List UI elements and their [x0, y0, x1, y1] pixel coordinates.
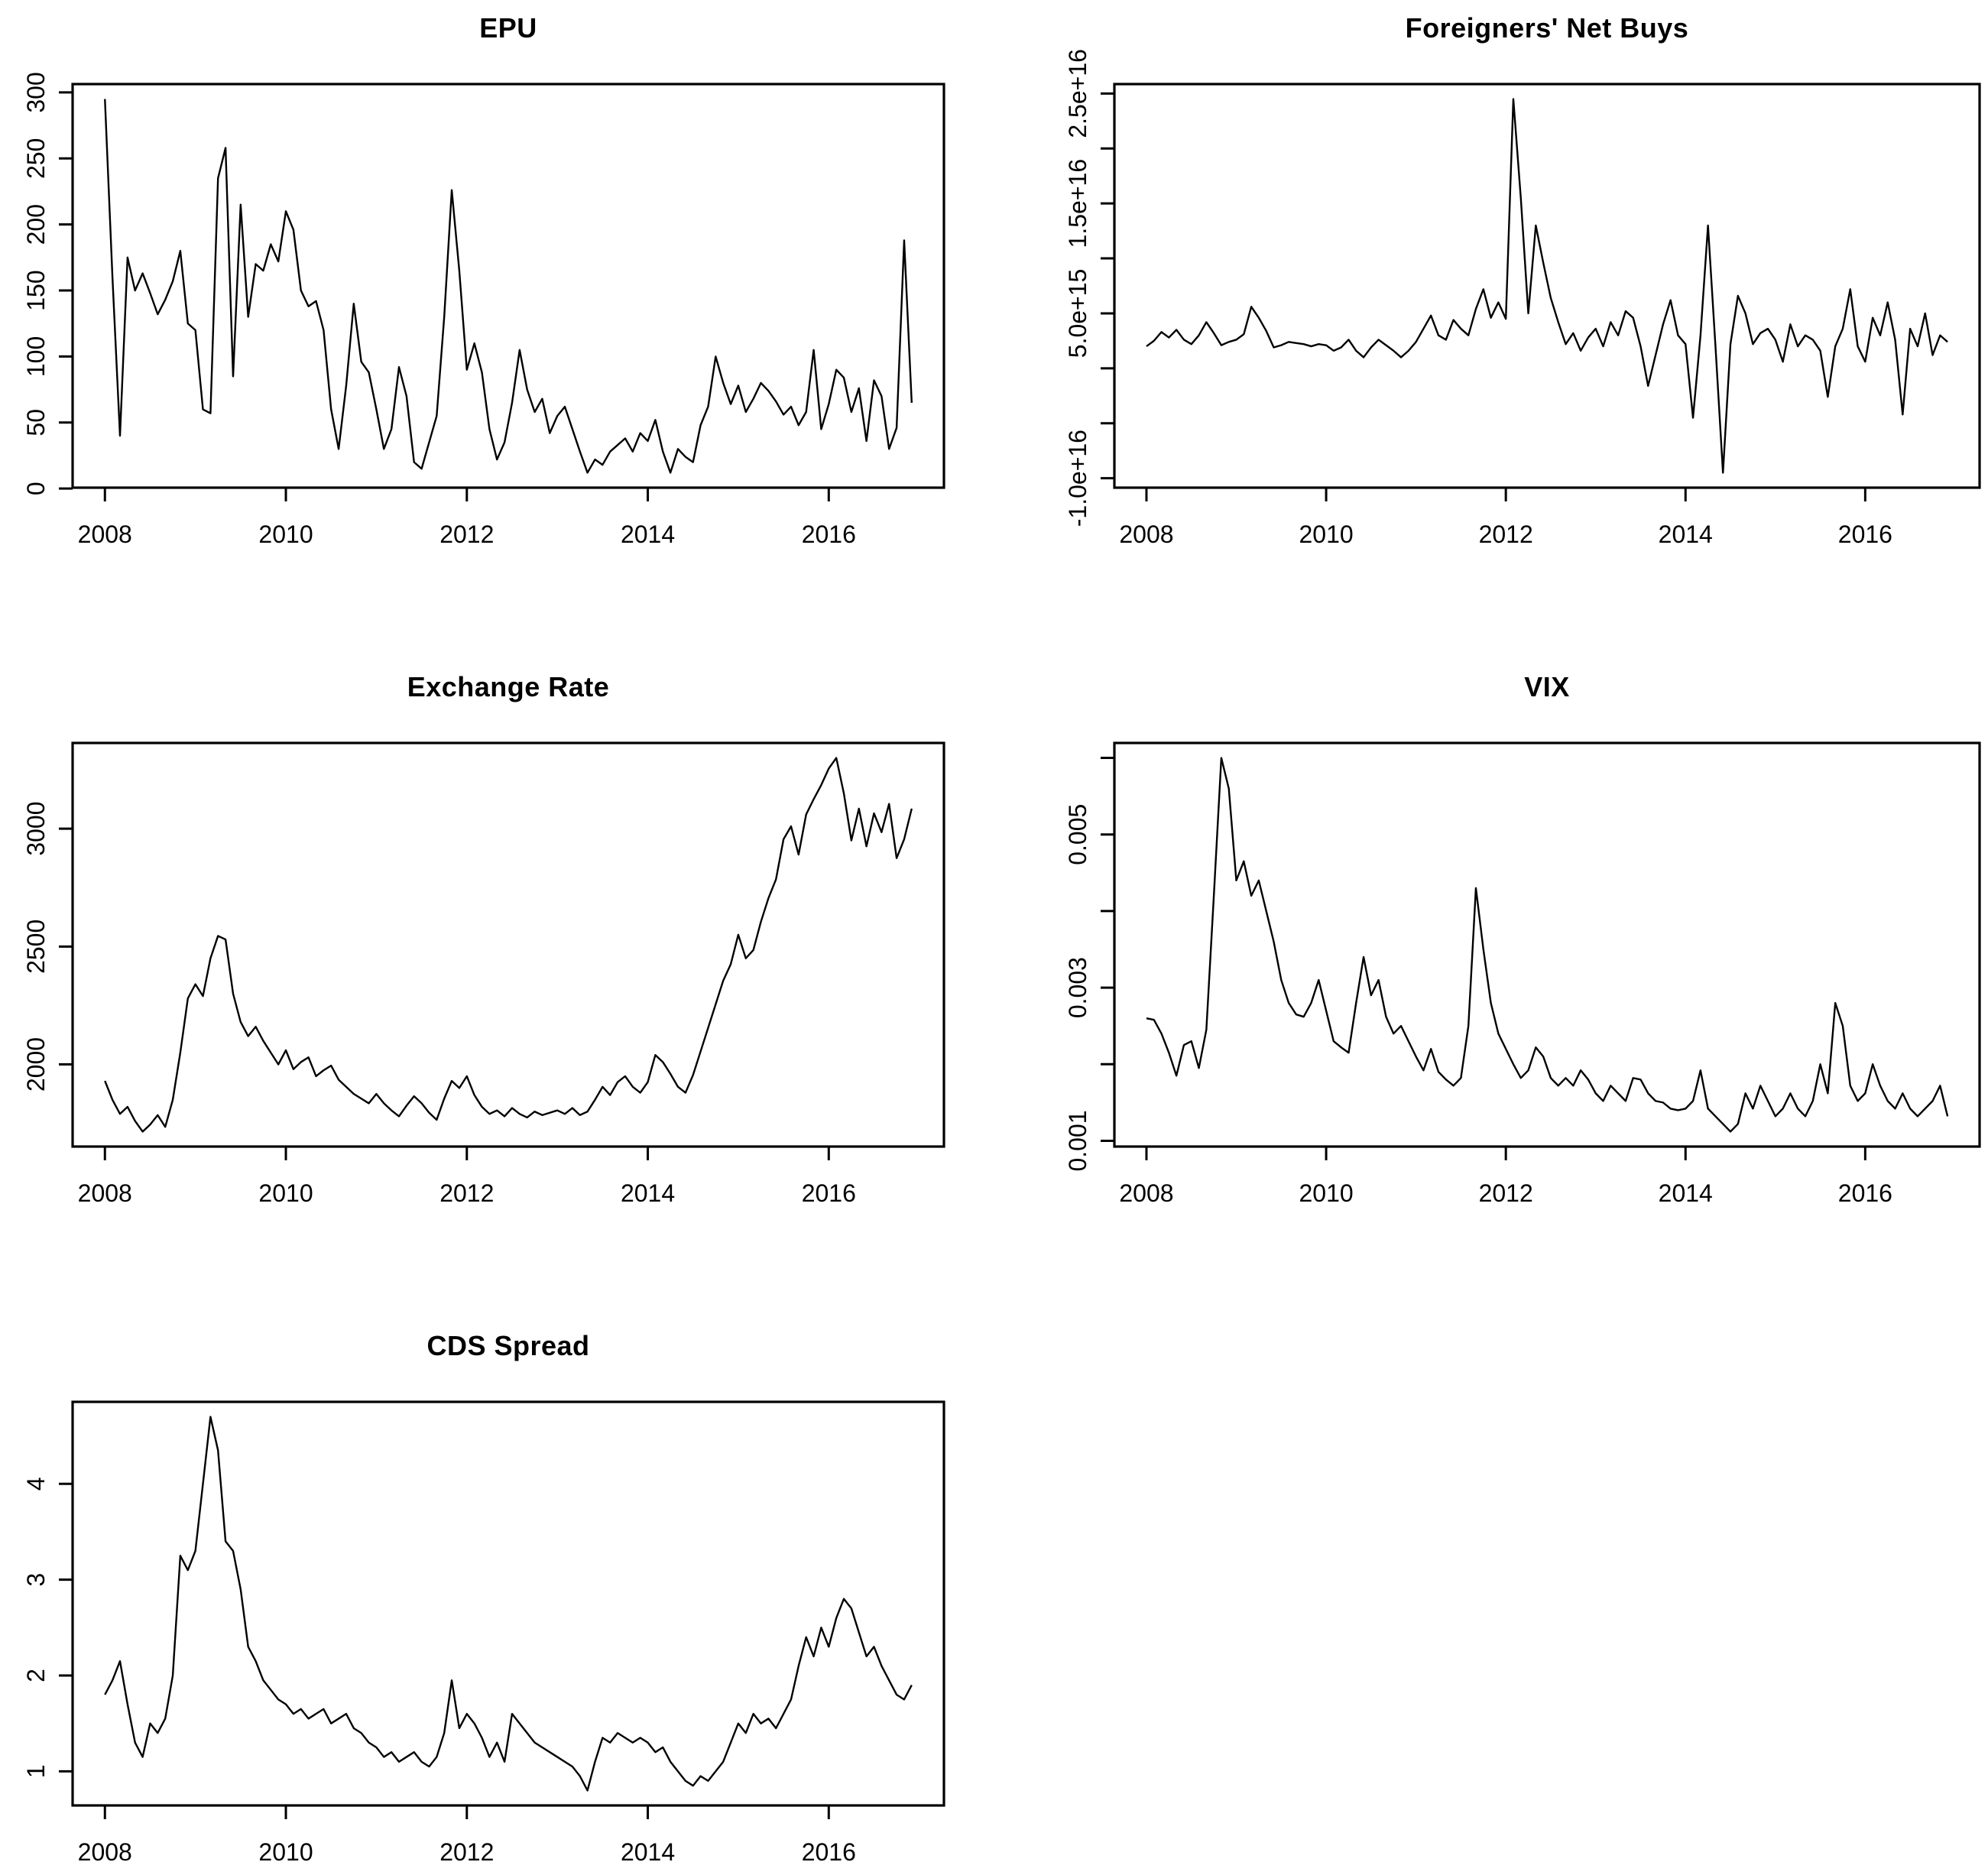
y-tick-label: 3: [22, 1573, 50, 1587]
y-tick-label: -1.0e+16: [1064, 430, 1091, 527]
chart-title-vix: VIX: [1524, 671, 1570, 702]
chart-title-epu: EPU: [479, 12, 537, 44]
y-tick-label: 300: [22, 72, 50, 112]
vix-chart: 2008 2010 2012 2014 2016 0.001 0.003 0.005: [1064, 741, 1981, 1207]
cds-spread-panel: CDS Spread 2008 2010 2012 2014 2016 1 2 3 4: [0, 1318, 994, 1875]
y-tick-label: 1: [22, 1764, 50, 1778]
x-tick-label: 2012: [1479, 1179, 1533, 1207]
x-tick-label: 2012: [439, 1838, 494, 1866]
chart-title-foreigners-net-buys: Foreigners' Net Buys: [1405, 12, 1689, 44]
chart-title-exchange-rate: Exchange Rate: [407, 671, 610, 702]
time-series-line: [104, 99, 913, 474]
x-tick-label: 2014: [621, 1179, 675, 1207]
y-tick-label: 2000: [22, 1037, 50, 1092]
foreigners-net-buys-chart: 2008 2010 2012 2014 2016 -1.0e+16 5.0e+15 1.5e+…: [1064, 49, 1981, 548]
x-tick-label: 2014: [1659, 521, 1713, 548]
x-tick-label: 2012: [439, 1179, 494, 1207]
x-tick-label: 2016: [1838, 1179, 1892, 1207]
x-tick-label: 2014: [621, 1838, 675, 1866]
y-tick-label: 100: [22, 336, 50, 377]
y-tick-label: 0.005: [1064, 804, 1091, 865]
y-tick-label: 0.001: [1064, 1110, 1091, 1171]
plot-box: [71, 741, 945, 1148]
x-tick-label: 2016: [802, 1838, 856, 1866]
chart-title-cds-spread: CDS Spread: [426, 1330, 590, 1361]
time-series-line: [104, 757, 913, 1133]
time-series-line: [104, 1416, 913, 1792]
y-tick-label: 5.0e+15: [1064, 269, 1091, 358]
y-tick-label: 150: [22, 270, 50, 310]
time-series-line: [1146, 757, 1949, 1133]
x-tick-label: 2008: [1119, 1179, 1173, 1207]
x-tick-label: 2010: [258, 1838, 313, 1866]
y-tick-label: 3000: [22, 801, 50, 855]
exchange-rate-chart: 2008 2010 2012 2014 2016 2000 2500 3000: [22, 741, 945, 1207]
y-tick-label: 2.5e+16: [1064, 49, 1091, 138]
plot-box: [1113, 83, 1981, 489]
exchange-rate-panel: Exchange Rate 2008 2010 2012 2014 2016 2000 25…: [0, 659, 994, 1316]
x-tick-label: 2008: [1119, 521, 1173, 548]
y-tick-label: 0.003: [1064, 957, 1091, 1018]
plot-box: [71, 1400, 945, 1807]
x-tick-label: 2010: [1299, 521, 1353, 548]
plot-box: [1113, 741, 1981, 1148]
x-tick-label: 2010: [258, 1179, 313, 1207]
x-tick-label: 2012: [1479, 521, 1533, 548]
y-tick-label: 0: [22, 482, 50, 495]
x-tick-label: 2008: [78, 521, 132, 548]
cds-spread-chart: 2008 2010 2012 2014 2016 1 2 3 4: [22, 1400, 945, 1866]
y-tick-label: 200: [22, 204, 50, 245]
y-tick-label: 2: [22, 1669, 50, 1682]
x-tick-label: 2016: [802, 1179, 856, 1207]
x-tick-label: 2016: [802, 521, 856, 548]
y-tick-label: 50: [22, 409, 50, 436]
x-tick-label: 2008: [78, 1838, 132, 1866]
x-tick-label: 2014: [1659, 1179, 1713, 1207]
y-tick-label: 2500: [22, 920, 50, 974]
vix-panel: VIX 2008 2010 2012 2014 2016 0.001 0.003 0.005: [994, 659, 1987, 1316]
x-tick-label: 2010: [1299, 1179, 1353, 1207]
epu-panel: EPU 2008 2010 2012 2014 2016 0 50 100 150 200 250 3…: [0, 0, 994, 657]
y-tick-label: 4: [22, 1477, 50, 1491]
epu-chart: 2008 2010 2012 2014 2016 0 50 100 150 200 250 300: [22, 72, 945, 548]
plot-box: [71, 83, 945, 489]
y-tick-label: 1.5e+16: [1064, 159, 1091, 248]
y-tick-label: 250: [22, 138, 50, 179]
x-tick-label: 2014: [621, 521, 675, 548]
x-tick-label: 2008: [78, 1179, 132, 1207]
x-tick-label: 2010: [258, 521, 313, 548]
foreigners-net-buys-panel: Foreigners' Net Buys 2008 2010 2012 2014 201…: [994, 0, 1987, 657]
time-series-line: [1146, 98, 1948, 474]
x-tick-label: 2012: [439, 521, 494, 548]
x-tick-label: 2016: [1838, 521, 1892, 548]
